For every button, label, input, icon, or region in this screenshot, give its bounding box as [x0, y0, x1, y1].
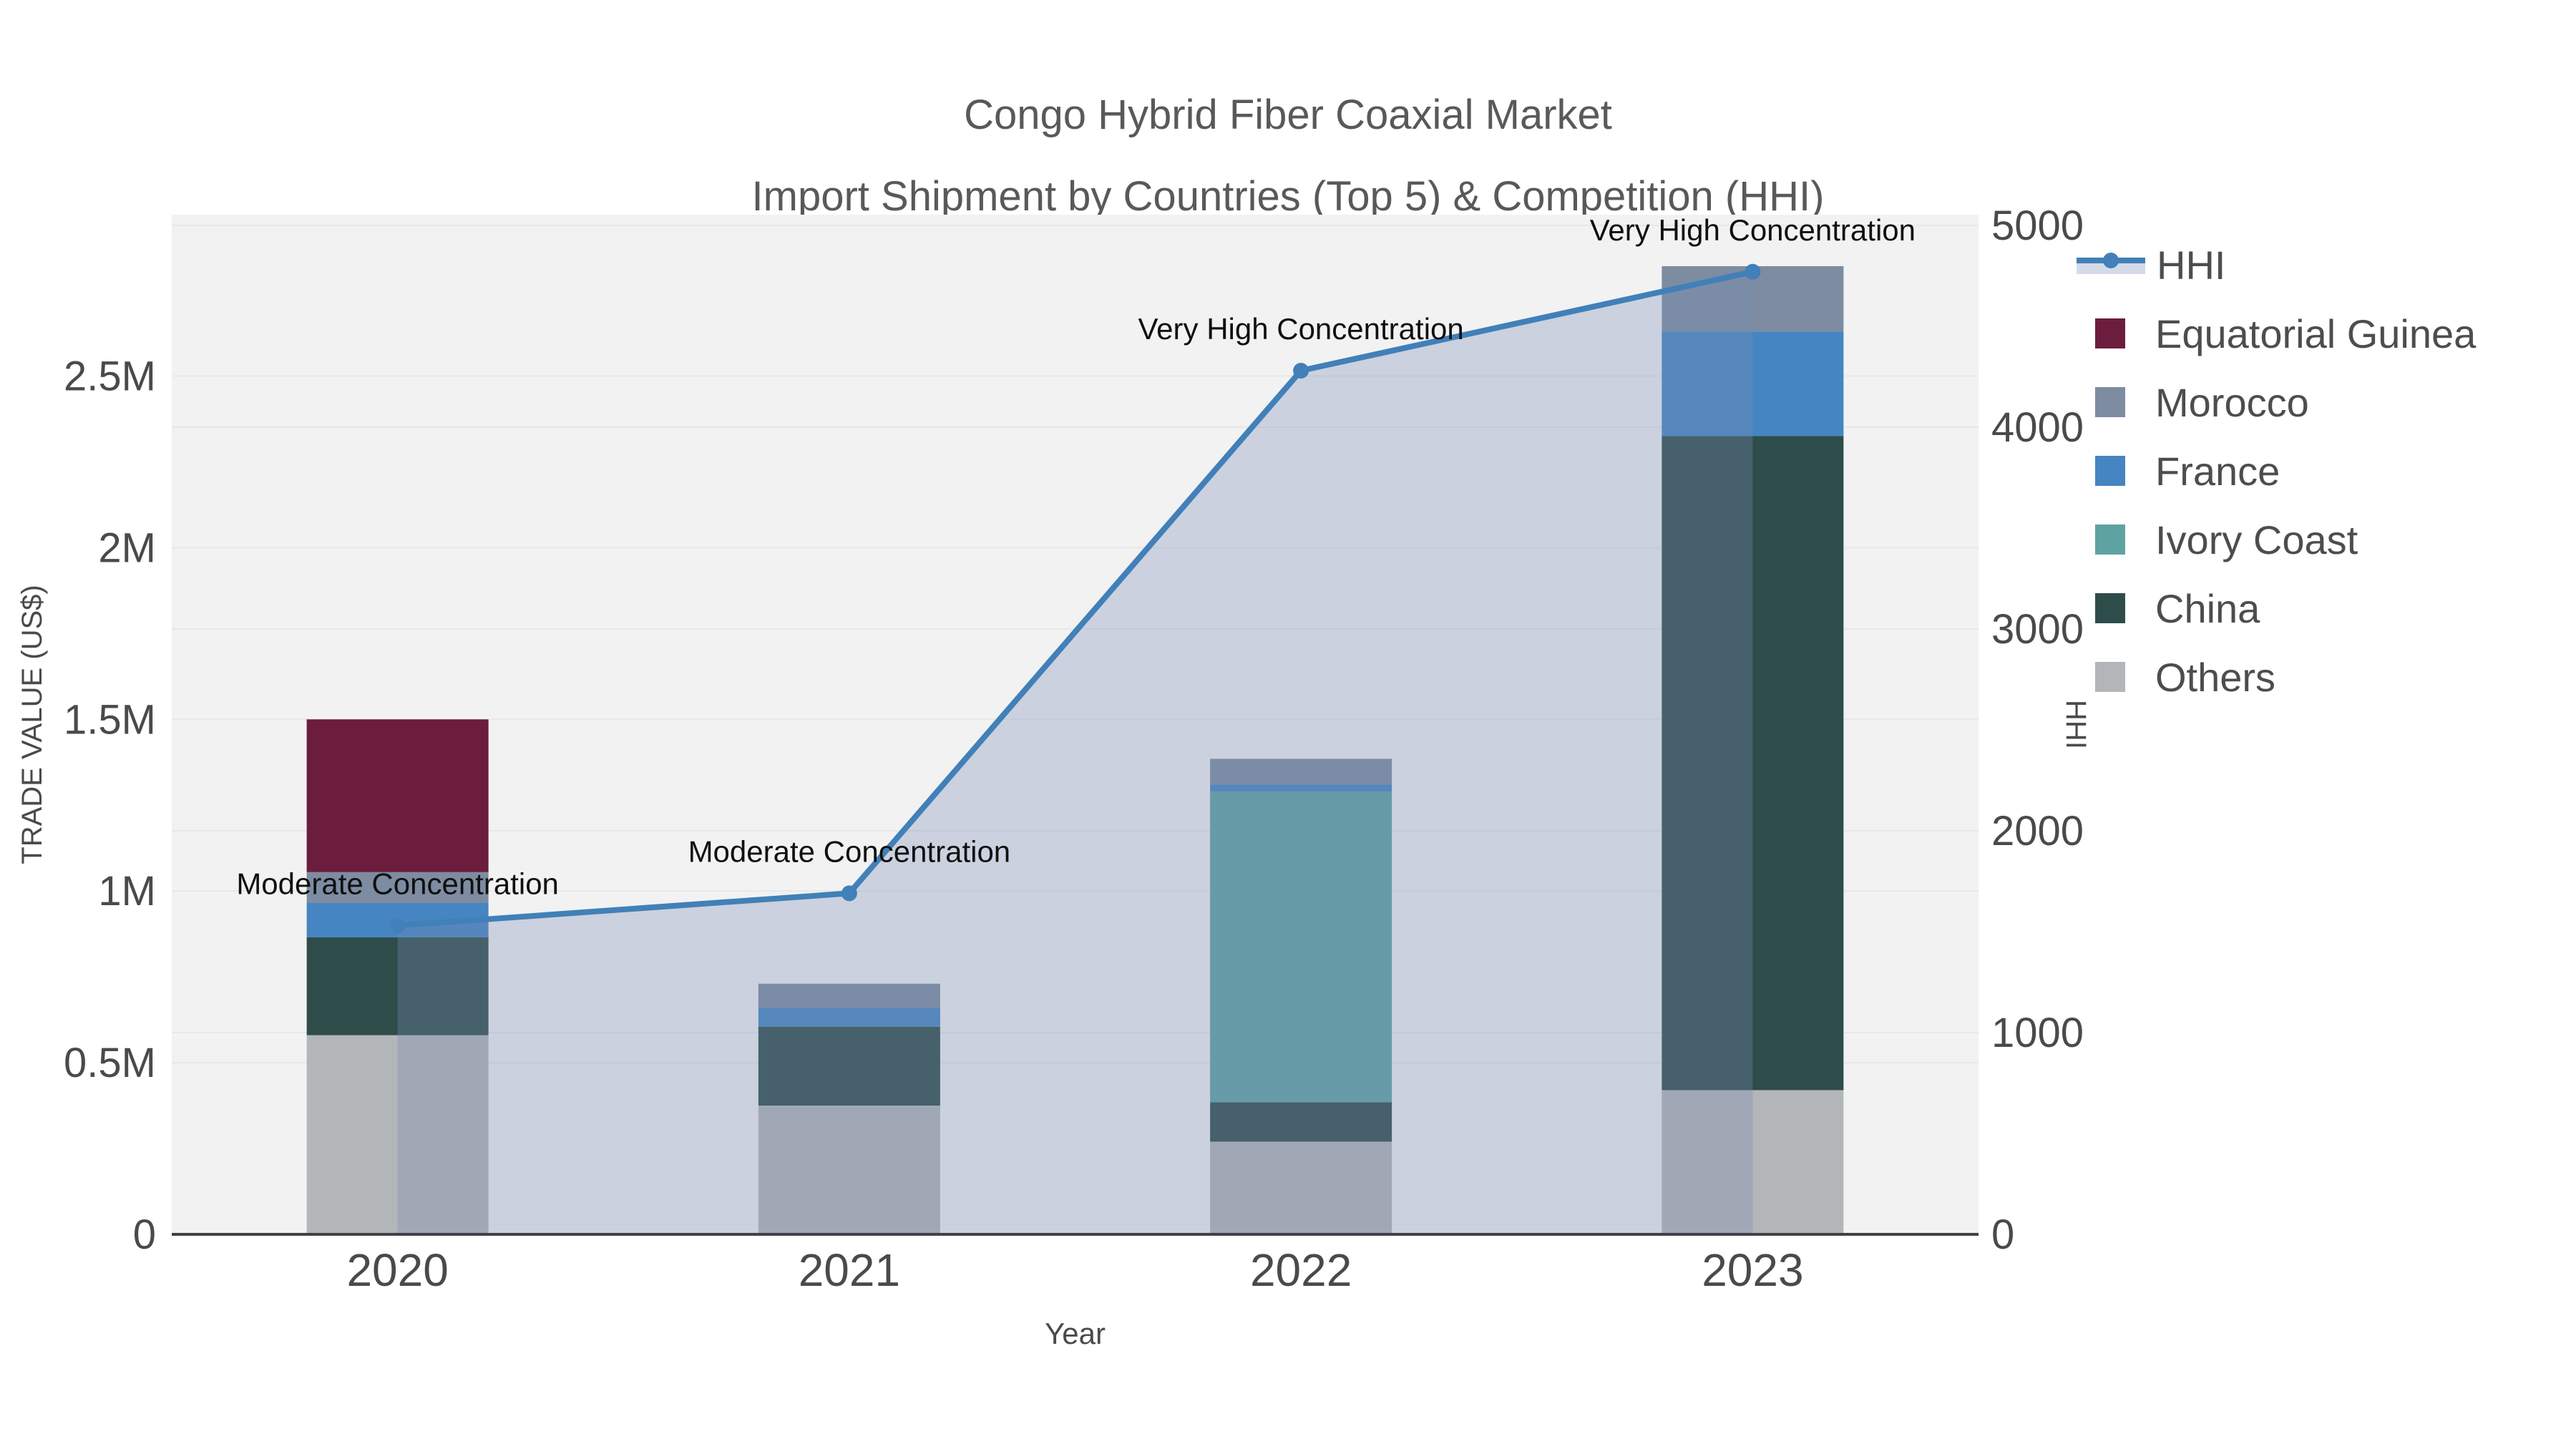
bar-segment-others-2022 — [1210, 1141, 1392, 1234]
y-tick-label-right-1000: 1000 — [1991, 1010, 2084, 1056]
hhi-marker-2022 — [1293, 362, 1309, 379]
y-tick-label-left-2M: 2M — [98, 525, 156, 571]
legend-item-equatorial-guinea[interactable]: Equatorial Guinea — [2077, 299, 2476, 368]
legend-swatch-ivory-coast — [2095, 525, 2125, 555]
bar-segment-france-2023 — [1662, 331, 1844, 436]
y-tick-label-right-4000: 4000 — [1991, 404, 2084, 451]
hhi-marker-2020 — [389, 917, 406, 934]
bar-segment-china-2021 — [758, 1026, 940, 1106]
legend-label: China — [2155, 585, 2260, 631]
x-tick-label-2023: 2023 — [1702, 1244, 1803, 1296]
x-tick-label-2021: 2021 — [799, 1244, 900, 1296]
legend-swatch-equatorial-guinea — [2095, 318, 2125, 348]
legend-label: France — [2155, 448, 2280, 494]
bar-segment-morocco-2021 — [758, 983, 940, 1008]
y-tick-label-right-3000: 3000 — [1991, 606, 2084, 653]
y-tick-label-left-0: 0 — [133, 1211, 156, 1258]
y-axis-title-left: TRADE VALUE (US$) — [16, 585, 48, 864]
x-tick-label-2022: 2022 — [1250, 1244, 1352, 1296]
legend-item-morocco[interactable]: Morocco — [2077, 368, 2476, 436]
x-tick-label-2020: 2020 — [346, 1244, 448, 1296]
y-tick-label-right-5000: 5000 — [1991, 203, 2084, 249]
annotation-2021: Moderate Concentration — [688, 834, 1011, 868]
legend-item-china[interactable]: China — [2077, 574, 2476, 643]
chart-title-line2: Import Shipment by Countries (Top 5) & C… — [751, 173, 1825, 220]
annotation-2023: Very High Concentration — [1590, 213, 1916, 247]
legend-swatch-others — [2095, 662, 2125, 692]
bar-segment-china-2023 — [1662, 436, 1844, 1091]
hhi-line — [397, 268, 1754, 929]
bar-segment-morocco-2022 — [1210, 758, 1392, 785]
x-axis-title: Year — [1045, 1317, 1106, 1350]
hhi-marker-2023 — [1745, 263, 1761, 280]
bar-segment-china-2022 — [1210, 1102, 1392, 1142]
bar-segment-morocco-2020 — [306, 872, 489, 903]
legend-label: Equatorial Guinea — [2155, 311, 2477, 356]
legend-swatch-france — [2095, 456, 2125, 486]
legend-item-france[interactable]: France — [2077, 436, 2476, 505]
bar-segment-france-2021 — [758, 1008, 940, 1027]
bar-segment-others-2023 — [1662, 1090, 1844, 1234]
chart-title-line1: Congo Hybrid Fiber Coaxial Market — [964, 92, 1612, 138]
y-tick-label-left-2.5M: 2.5M — [64, 353, 156, 400]
y-tick-label-left-1.5M: 1.5M — [64, 696, 156, 743]
bar-segment-others-2020 — [306, 1035, 489, 1234]
legend-label: Morocco — [2155, 379, 2309, 425]
legend-item-ivory-coast[interactable]: Ivory Coast — [2077, 505, 2476, 574]
bar-segment-ivory-coast-2022 — [1210, 791, 1392, 1103]
bar-segment-equatorial-guinea-2020 — [306, 719, 489, 872]
hhi-marker-2021 — [841, 885, 857, 902]
bar-segment-france-2022 — [1210, 784, 1392, 792]
legend-swatch-morocco — [2095, 387, 2125, 417]
annotation-2020: Moderate Concentration — [236, 867, 559, 901]
hhi-area — [397, 271, 1753, 1234]
annotation-2022: Very High Concentration — [1138, 312, 1463, 346]
legend-label: Others — [2155, 654, 2276, 700]
y-tick-label-right-0: 0 — [1991, 1211, 2014, 1258]
legend-swatch-china — [2095, 593, 2125, 623]
legend: HHI Equatorial Guinea Morocco France Ivory C… — [2077, 230, 2476, 711]
legend-item-others[interactable]: Others — [2077, 643, 2476, 711]
y-axis-title-right: HHI — [2060, 700, 2092, 749]
legend-item-hhi[interactable]: HHI — [2077, 230, 2476, 299]
legend-label: Ivory Coast — [2155, 517, 2358, 562]
legend-label: HHI — [2157, 242, 2226, 288]
y-tick-label-right-2000: 2000 — [1991, 808, 2084, 854]
bar-segment-others-2021 — [758, 1106, 940, 1234]
bar-segment-china-2020 — [306, 937, 489, 1035]
chart-title: Congo Hybrid Fiber Coaxial Market Import… — [0, 74, 2576, 238]
y-tick-label-left-1M: 1M — [98, 868, 156, 914]
y-tick-label-left-0.5M: 0.5M — [64, 1040, 156, 1086]
hhi-line-sample-icon — [2077, 250, 2145, 280]
